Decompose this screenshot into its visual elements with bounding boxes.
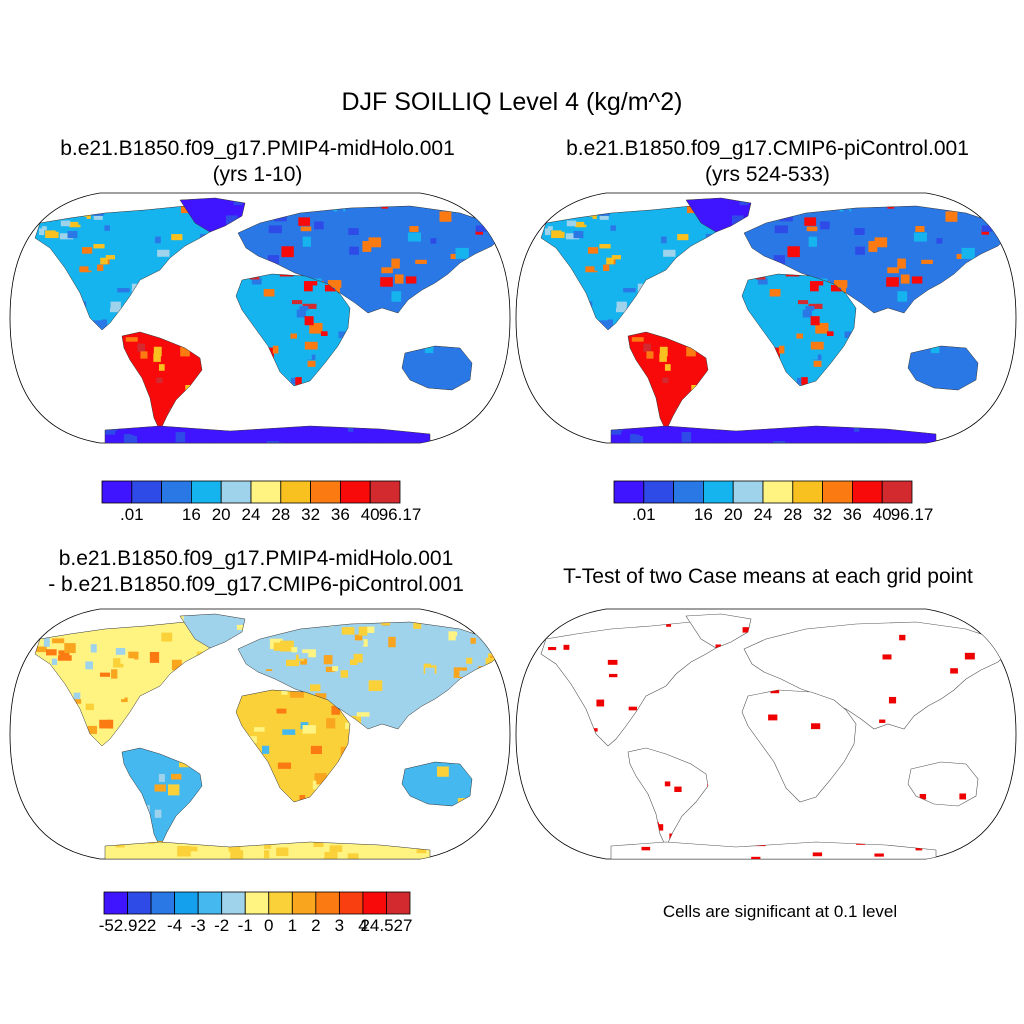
colorbar-case2-swatch [673, 480, 704, 504]
colorbar-case1 [101, 480, 401, 504]
colorbar-case1-swatch [131, 480, 163, 504]
colorbar-difference-swatch [103, 891, 128, 915]
map-panel-ttest [515, 608, 1017, 860]
map-panel-case2 [515, 192, 1017, 444]
colorbar-case2-label: 16 [693, 505, 713, 524]
colorbar-difference-label: 24.527 [360, 916, 413, 935]
colorbar-difference-swatch [127, 891, 152, 915]
panel-title-case1-line1: b.e21.B1850.f09_g17.PMIP4-midHolo.001 [60, 137, 455, 160]
colorbar-case1-label: 16 [181, 505, 201, 524]
colorbar-case1-swatch [220, 480, 252, 504]
colorbar-difference-label: 4 [358, 916, 368, 935]
continent-eurasia [744, 206, 1006, 313]
colorbar-difference-label: -1 [237, 916, 253, 935]
colorbar-case2-swatch [732, 480, 764, 504]
colorbar-difference-swatch [197, 891, 223, 915]
colorbar-case1-label: 36 [330, 505, 350, 524]
colorbar-difference-swatch [338, 891, 364, 915]
colorbar-case1-swatch [280, 480, 311, 504]
figure-title: DJF SOILLIQ Level 4 (kg/m^2) [341, 88, 683, 116]
colorbar-difference-swatch [315, 891, 340, 915]
colorbar-case1-label: 24 [241, 505, 261, 524]
colorbar-case2-swatch [852, 480, 883, 504]
colorbar-difference-swatch [221, 891, 246, 915]
colorbar-difference-swatch [174, 891, 199, 915]
colorbar-difference-label: 1 [287, 916, 298, 935]
colorbar-case1-swatch [101, 480, 133, 504]
colorbar-difference-label: 3 [334, 916, 345, 935]
colorbar-case2-swatch [792, 480, 823, 504]
map-panel-difference [9, 608, 511, 860]
continent-antarctica [610, 841, 937, 859]
panel-title-case2-line1: b.e21.B1850.f09_g17.CMIP6-piControl.001 [566, 137, 969, 160]
significant-cells-greenland [715, 627, 749, 648]
colorbar-difference-label: -52.922 [98, 916, 157, 935]
colorbar-difference-swatch [268, 891, 293, 915]
colorbar-case2-swatch [613, 480, 645, 504]
significant-cells-africa [768, 690, 821, 730]
colorbar-case1-label: .01 [119, 505, 144, 524]
colorbar-case2-swatch [643, 480, 674, 504]
colorbar-difference-swatch [386, 891, 411, 915]
colorbar-difference [103, 891, 411, 915]
colorbar-difference-label: -3 [190, 916, 206, 935]
colorbar-case2-label: 24 [753, 505, 773, 524]
continent-eurasia [238, 206, 500, 313]
ttest-note: Cells are significant at 0.1 level [662, 902, 898, 921]
colorbar-case2-label: 20 [723, 505, 743, 524]
continent-south-america [627, 747, 709, 848]
continent-eurasia [743, 621, 1007, 730]
continent-south-america [122, 748, 202, 847]
colorbar-case1-label: 28 [271, 505, 291, 524]
colorbar-difference-label: -4 [167, 916, 183, 935]
panel-title-ttest: T-Test of two Case means at each grid po… [563, 565, 973, 588]
colorbar-case2-swatch [881, 480, 913, 504]
colorbar-case1-swatch [310, 480, 341, 504]
colorbar-case2 [613, 480, 913, 504]
panel-title-difference: b.e21.B1850.f09_g17.PMIP4-midHolo.001 - … [0, 546, 512, 598]
colorbar-case2-swatch [703, 480, 734, 504]
colorbar-case2-swatch [822, 480, 853, 504]
colorbar-case1-swatch [250, 480, 282, 504]
continent-australia [402, 762, 472, 806]
colorbar-case2-label: .01 [631, 505, 656, 524]
continent-greenland [685, 613, 752, 649]
continent-eurasia [238, 622, 500, 729]
colorbar-case1-label: 40 [360, 505, 380, 524]
panel-title-difference-line2: - b.e21.B1850.f09_g17.CMIP6-piControl.00… [48, 573, 464, 596]
colorbar-difference-label: -2 [214, 916, 230, 935]
colorbar-difference-label: 2 [311, 916, 321, 935]
colorbar-case2-label: 28 [783, 505, 803, 524]
colorbar-difference-swatch [291, 891, 317, 915]
panel-title-difference-line1: b.e21.B1850.f09_g17.PMIP4-midHolo.001 [58, 547, 454, 570]
colorbar-difference-swatch [362, 891, 387, 915]
panel-title-case1-line2: (yrs 1-10) [212, 163, 303, 186]
colorbar-case1-swatch [369, 480, 401, 504]
colorbar-case1-swatch [339, 480, 371, 504]
colorbar-case2-label: 40 [872, 505, 892, 524]
colorbar-difference-label: 0 [264, 916, 274, 935]
panel-title-case2-line2: (yrs 524-533) [705, 163, 830, 186]
colorbar-difference-swatch [150, 891, 176, 915]
colorbar-case2-label: 32 [813, 505, 833, 524]
colorbar-case1-label: 32 [301, 505, 321, 524]
panel-title-case2: b.e21.B1850.f09_g17.CMIP6-piControl.001 … [515, 136, 1020, 188]
colorbar-case2-label: 36 [842, 505, 862, 524]
panel-title-case1: b.e21.B1850.f09_g17.PMIP4-midHolo.001 (y… [5, 136, 510, 188]
map-panel-case1 [9, 192, 511, 444]
colorbar-case2-label: 96.17 [890, 505, 934, 524]
colorbar-case1-label: 20 [211, 505, 231, 524]
colorbar-case1-swatch [161, 480, 192, 504]
colorbar-case2-swatch [762, 480, 794, 504]
colorbar-difference-swatch [244, 891, 270, 915]
colorbar-case1-swatch [190, 480, 222, 504]
colorbar-case1-label: 96.17 [378, 505, 422, 524]
